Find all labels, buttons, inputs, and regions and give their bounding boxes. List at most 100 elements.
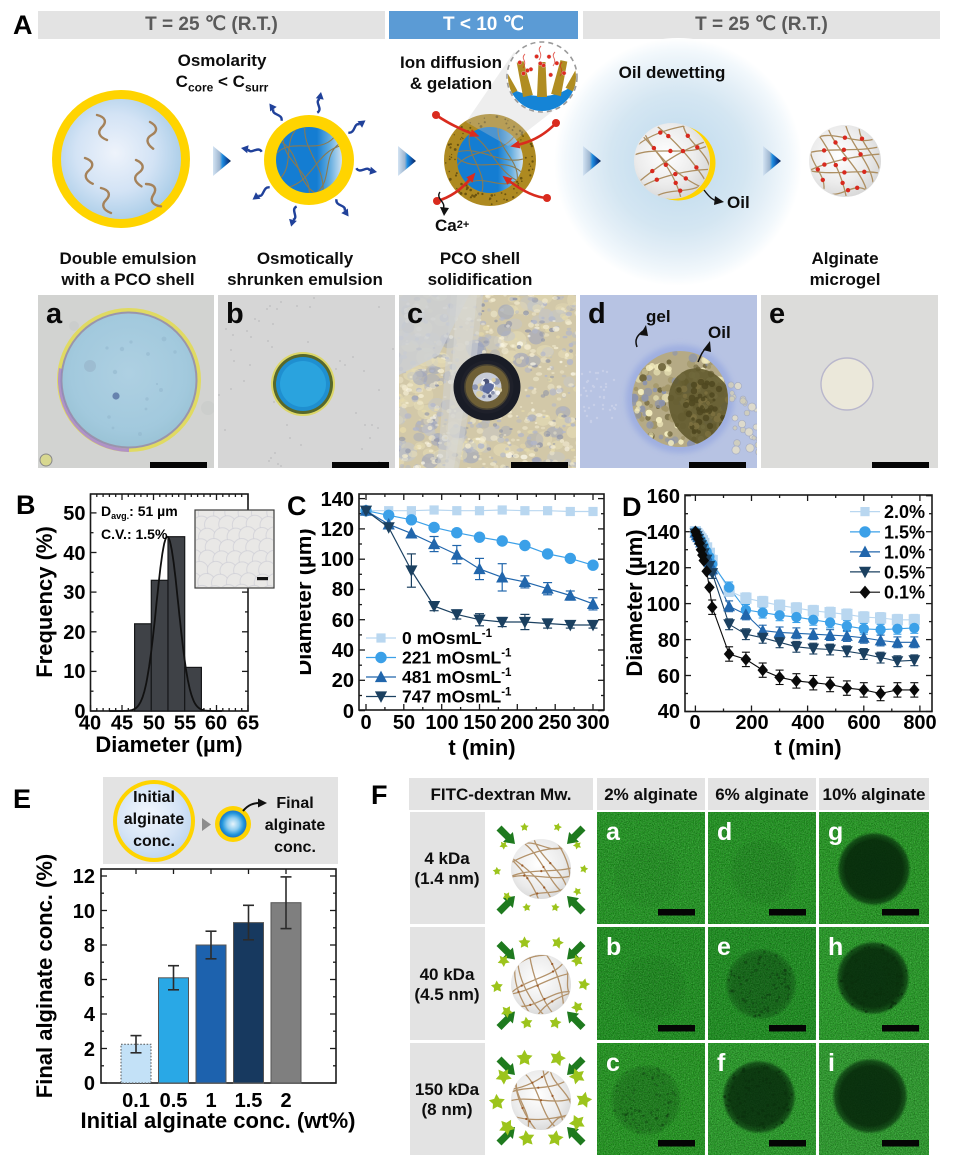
svg-text:0: 0	[343, 701, 354, 723]
svg-text:t (min): t (min)	[774, 735, 841, 760]
svg-text:(1.4 nm): (1.4 nm)	[414, 869, 479, 888]
svg-text:Oil: Oil	[727, 193, 750, 212]
svg-text:80: 80	[332, 579, 354, 601]
svg-text:1: 1	[205, 1090, 216, 1112]
svg-text:1.5: 1.5	[235, 1090, 263, 1112]
svg-text:120: 120	[321, 519, 354, 541]
svg-text:conc.: conc.	[133, 833, 175, 850]
svg-text:200: 200	[735, 712, 768, 734]
svg-text:f: f	[717, 1049, 726, 1077]
svg-text:0: 0	[84, 1073, 95, 1095]
svg-text:b: b	[226, 298, 244, 330]
svg-text:(8 nm): (8 nm)	[422, 1100, 473, 1119]
svg-text:1.5%: 1.5%	[884, 522, 925, 542]
svg-text:0 mOsmL-1: 0 mOsmL-1	[402, 628, 493, 648]
svg-text:0.1: 0.1	[122, 1090, 150, 1112]
svg-text:FITC-dextran Mw.: FITC-dextran Mw.	[430, 785, 571, 804]
svg-text:10: 10	[73, 901, 95, 923]
svg-text:1.0%: 1.0%	[884, 542, 925, 562]
svg-text:2.0%: 2.0%	[884, 502, 925, 522]
svg-text:50: 50	[143, 713, 165, 735]
svg-text:60: 60	[205, 713, 227, 735]
svg-text:80: 80	[658, 630, 680, 652]
svg-text:C.V.: 1.5%: C.V.: 1.5%	[101, 526, 168, 542]
svg-text:747 mOsmL-1: 747 mOsmL-1	[402, 687, 512, 707]
svg-text:250: 250	[538, 712, 571, 734]
svg-text:600: 600	[847, 712, 880, 734]
svg-text:0.5: 0.5	[160, 1090, 188, 1112]
svg-text:45: 45	[111, 713, 133, 735]
svg-text:conc.: conc.	[274, 839, 316, 856]
svg-text:40: 40	[79, 713, 101, 735]
svg-text:Frequency (%): Frequency (%)	[32, 526, 57, 678]
svg-text:40: 40	[332, 640, 354, 662]
svg-text:Initial alginate conc. (wt%): Initial alginate conc. (wt%)	[80, 1108, 355, 1133]
svg-text:6% alginate: 6% alginate	[715, 785, 809, 804]
svg-text:0.1%: 0.1%	[884, 583, 925, 603]
svg-text:50: 50	[63, 503, 85, 525]
svg-text:0: 0	[74, 701, 85, 723]
svg-text:20: 20	[332, 670, 354, 692]
svg-text:c: c	[407, 298, 423, 330]
svg-text:140: 140	[647, 522, 680, 544]
svg-text:150 kDa: 150 kDa	[415, 1080, 480, 1099]
svg-text:2: 2	[84, 1039, 95, 1061]
svg-text:(4.5 nm): (4.5 nm)	[414, 985, 479, 1004]
svg-text:gel: gel	[646, 307, 671, 326]
svg-text:0: 0	[360, 712, 371, 734]
svg-text:40: 40	[63, 543, 85, 565]
svg-text:c: c	[606, 1049, 620, 1077]
svg-text:Final: Final	[276, 795, 313, 812]
svg-text:221 mOsmL-1: 221 mOsmL-1	[402, 648, 512, 668]
svg-text:alginate: alginate	[124, 811, 185, 828]
svg-text:Ca2+: Ca2+	[435, 216, 469, 235]
svg-text:12: 12	[73, 866, 95, 888]
svg-text:Diameter (µm): Diameter (µm)	[622, 529, 647, 676]
svg-text:120: 120	[647, 558, 680, 580]
svg-text:30: 30	[63, 582, 85, 604]
svg-text:d: d	[717, 818, 732, 846]
svg-text:2% alginate: 2% alginate	[604, 785, 698, 804]
svg-text:20: 20	[63, 622, 85, 644]
svg-text:a: a	[46, 298, 63, 330]
svg-text:400: 400	[791, 712, 824, 734]
svg-text:160: 160	[647, 486, 680, 508]
svg-text:140: 140	[321, 489, 354, 511]
svg-text:40: 40	[658, 701, 680, 723]
svg-text:100: 100	[321, 549, 354, 571]
svg-text:100: 100	[647, 594, 680, 616]
svg-text:Diameter (µm): Diameter (µm)	[95, 732, 242, 757]
svg-text:10: 10	[63, 661, 85, 683]
svg-text:100: 100	[425, 712, 458, 734]
svg-text:Davg.: 51 µm: Davg.: 51 µm	[101, 503, 178, 521]
svg-text:60: 60	[332, 610, 354, 632]
svg-text:6: 6	[84, 969, 95, 991]
svg-text:i: i	[828, 1049, 835, 1077]
svg-text:a: a	[606, 818, 621, 846]
svg-text:alginate: alginate	[265, 817, 326, 834]
svg-text:Final alginate conc. (%): Final alginate conc. (%)	[32, 854, 57, 1098]
svg-text:Initial: Initial	[133, 789, 175, 806]
svg-text:2: 2	[280, 1090, 291, 1112]
svg-text:300: 300	[576, 712, 609, 734]
svg-text:0: 0	[689, 712, 700, 734]
svg-text:4 kDa: 4 kDa	[424, 849, 470, 868]
svg-text:g: g	[828, 818, 843, 846]
svg-text:t (min): t (min)	[448, 735, 515, 760]
svg-text:55: 55	[174, 713, 196, 735]
svg-text:65: 65	[237, 713, 259, 735]
svg-text:40 kDa: 40 kDa	[420, 965, 475, 984]
svg-text:10% alginate: 10% alginate	[823, 785, 926, 804]
svg-text:Oil: Oil	[708, 323, 731, 342]
svg-text:50: 50	[393, 712, 415, 734]
svg-text:481 mOsmL-1: 481 mOsmL-1	[402, 667, 512, 687]
svg-text:8: 8	[84, 935, 95, 957]
svg-text:d: d	[588, 298, 606, 330]
svg-text:60: 60	[658, 666, 680, 688]
svg-text:150: 150	[463, 712, 496, 734]
svg-text:200: 200	[500, 712, 533, 734]
svg-text:h: h	[828, 933, 843, 961]
svg-text:0.5%: 0.5%	[884, 562, 925, 582]
svg-text:4: 4	[84, 1004, 96, 1026]
svg-text:e: e	[769, 298, 785, 330]
